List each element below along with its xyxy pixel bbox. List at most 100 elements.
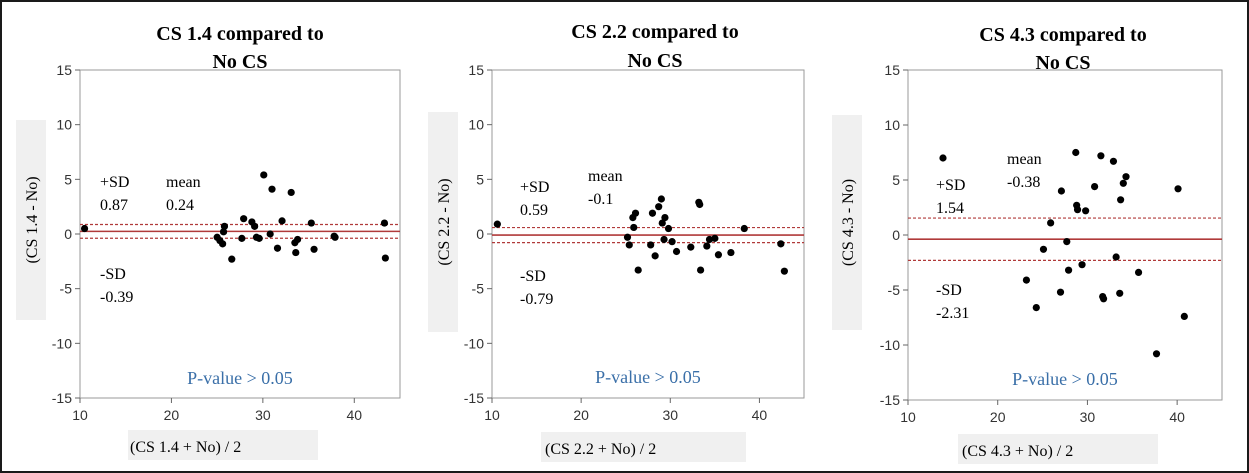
data-point: [287, 188, 295, 197]
y-axis-label-box: [832, 115, 862, 330]
x-axis-label: (CS 4.3 + No) / 2: [962, 443, 1073, 460]
panel-title: No CS: [212, 51, 267, 73]
panel-title: No CS: [627, 50, 682, 72]
y-tick-label: 15: [56, 62, 72, 78]
data-point: [219, 228, 228, 236]
y-tick-label: -10: [464, 335, 484, 351]
data-point: [1039, 245, 1048, 253]
data-point: [727, 248, 735, 257]
p-value-label: P-value > 0.05: [187, 368, 293, 388]
x-tick-label: 10: [484, 407, 500, 423]
y-tick-label: -15: [464, 390, 484, 406]
data-point: [623, 233, 632, 241]
data-point: [658, 219, 666, 227]
x-tick-label: 20: [573, 407, 589, 423]
data-point: [655, 203, 663, 211]
p-value-label: P-value > 0.05: [595, 367, 701, 387]
data-point: [278, 217, 286, 225]
plot-area: [907, 69, 1223, 401]
y-tick-label: -5: [888, 282, 901, 298]
data-point: [381, 254, 389, 262]
plus-sd-label: +SD: [936, 177, 965, 194]
data-point: [711, 234, 719, 242]
data-point: [625, 241, 633, 249]
mean-label: mean: [588, 168, 623, 185]
data-point: [777, 240, 785, 248]
x-axis-label-box: [128, 430, 318, 460]
data-point: [273, 244, 282, 252]
y-tick-label: 0: [64, 226, 72, 242]
data-point: [493, 220, 501, 228]
x-axis-label-box: [541, 432, 746, 462]
y-tick-label: 10: [468, 117, 484, 133]
y-axis-label: (CS 2.2 - No): [436, 178, 453, 265]
data-point: [1099, 295, 1108, 303]
data-point: [1117, 196, 1125, 204]
plus-sd-value: 0.59: [520, 202, 548, 219]
data-point: [1064, 266, 1073, 274]
x-tick-label: 20: [164, 407, 180, 423]
data-point: [703, 242, 711, 250]
data-point: [268, 185, 276, 193]
y-tick-label: 5: [476, 171, 484, 187]
mean-value: -0.38: [1007, 174, 1040, 191]
data-point: [672, 247, 681, 256]
data-point: [1097, 152, 1105, 160]
data-point: [219, 240, 227, 248]
data-point: [294, 235, 302, 244]
x-tick-label: 30: [255, 407, 271, 423]
data-point: [696, 266, 705, 274]
mean-label: mean: [166, 174, 201, 191]
data-point: [1152, 350, 1161, 358]
data-point: [657, 195, 665, 203]
x-tick-label: 10: [72, 407, 88, 423]
plot-area: [79, 69, 401, 399]
x-tick-label: 40: [346, 407, 362, 423]
data-point: [1063, 238, 1071, 246]
minus-sd-label: -SD: [936, 282, 962, 299]
plus-sd-value: 1.54: [936, 200, 964, 217]
minus-sd-value: -0.79: [520, 291, 553, 308]
data-point: [1091, 183, 1099, 191]
data-point: [648, 209, 657, 217]
data-point: [292, 248, 300, 257]
data-point: [1057, 187, 1066, 195]
minus-sd-value: -2.31: [936, 305, 969, 322]
data-point: [696, 200, 704, 209]
data-point: [651, 252, 659, 260]
data-point: [380, 219, 389, 227]
data-point: [1134, 268, 1143, 276]
minus-sd-label: -SD: [100, 266, 126, 283]
data-point: [1119, 179, 1127, 187]
data-point: [687, 243, 695, 251]
y-tick-label: -15: [880, 392, 900, 408]
y-tick-label: 0: [892, 227, 900, 243]
data-point: [1109, 157, 1118, 165]
data-point: [1078, 261, 1086, 269]
data-point: [660, 235, 668, 244]
data-point: [939, 154, 947, 162]
y-tick-label: -10: [880, 337, 900, 353]
data-point: [630, 223, 638, 232]
y-tick-label: 15: [468, 62, 484, 78]
data-point: [740, 224, 748, 233]
panel-title: CS 4.3 compared to: [979, 24, 1146, 46]
data-point: [1072, 148, 1080, 157]
y-tick-label: -5: [472, 281, 485, 297]
data-point: [647, 241, 655, 249]
data-point: [1122, 173, 1130, 181]
mean-label: mean: [1007, 151, 1042, 168]
data-point: [307, 219, 315, 227]
data-point: [1022, 276, 1031, 284]
y-tick-label: 5: [892, 172, 900, 188]
data-point: [228, 255, 236, 263]
x-axis-label: (CS 2.2 + No) / 2: [545, 441, 656, 458]
x-tick-label: 30: [1080, 409, 1096, 425]
x-tick-label: 20: [990, 409, 1006, 425]
data-point: [260, 171, 268, 179]
mean-value: 0.24: [166, 197, 194, 214]
